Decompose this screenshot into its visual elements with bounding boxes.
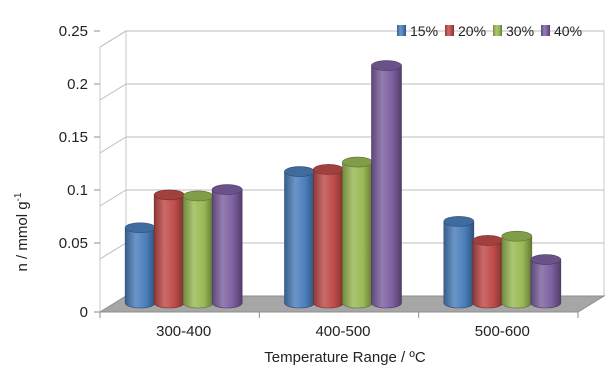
x-tick-label: 400-500 (315, 323, 370, 340)
bar-body (443, 221, 475, 309)
gridline (99, 136, 604, 154)
bar-20%-400-500 (313, 164, 344, 309)
bar-40%-300-400 (211, 184, 243, 309)
gridline (99, 189, 604, 207)
bar-15%-300-400 (124, 222, 156, 309)
bar-body (284, 171, 315, 309)
bar-20%-500-600 (472, 235, 504, 309)
bar-top (472, 235, 504, 246)
bar-top (124, 222, 156, 234)
y-tick-label: 0.1 (67, 182, 88, 199)
bar-40%-400-500 (371, 60, 402, 309)
x-axis-title: Temperature Range / ºC (264, 349, 426, 366)
bar-body (530, 259, 562, 309)
bar-body (371, 65, 402, 309)
bar-15%-400-500 (284, 166, 315, 309)
bar-30%-300-400 (182, 190, 214, 309)
y-tick-label: 0.25 (59, 23, 88, 40)
bar-top (501, 230, 533, 242)
bar-top (443, 216, 475, 227)
gridline (99, 83, 604, 101)
bar-body (211, 189, 243, 309)
bars (124, 60, 562, 309)
bar-top (153, 189, 185, 201)
bar-20%-300-400 (153, 189, 185, 309)
y-tick-label: 0.05 (59, 235, 88, 252)
y-tick-label: 0 (80, 304, 88, 321)
legend-label: 40% (554, 23, 582, 39)
legend-item: 20% (445, 23, 486, 39)
x-axis: 300-400 400-500 500-600 (99, 312, 579, 340)
bar-top (530, 254, 562, 265)
bar-body (472, 240, 504, 309)
bar-body (313, 169, 344, 309)
bar-top (371, 60, 402, 71)
bar-body (182, 195, 214, 309)
bar-body (124, 227, 156, 309)
bar-top (342, 156, 373, 168)
bar-body (342, 161, 373, 309)
y-axis-title-superscript: -1 (13, 192, 24, 201)
legend-label: 20% (458, 23, 486, 39)
y-tick-label: 0.2 (67, 76, 88, 93)
bar-30%-400-500 (342, 156, 373, 309)
side-wall (99, 30, 127, 313)
bar-body (153, 194, 185, 309)
legend-swatch (541, 25, 550, 36)
y-axis: 0 0.05 0.1 0.15 0.2 0.25 (59, 23, 100, 321)
bar-40%-500-600 (530, 254, 562, 309)
legend-label: 30% (506, 23, 534, 39)
legend-swatch (445, 25, 454, 36)
x-tick-label: 300-400 (156, 323, 211, 340)
bar-30%-500-600 (501, 230, 533, 309)
y-axis-title: n / mmol g-1 (13, 192, 31, 271)
legend: 15% 20% 30% 40% (397, 23, 582, 39)
y-axis-title-main: n / mmol g (14, 201, 31, 271)
bar-top (211, 184, 243, 195)
bar-body (501, 235, 533, 309)
bar-top (182, 190, 214, 202)
y-tick-label: 0.15 (59, 129, 88, 146)
x-tick-label: 500-600 (475, 323, 530, 340)
gridline (99, 30, 604, 48)
legend-item: 15% (397, 23, 438, 39)
legend-item: 30% (493, 23, 534, 39)
legend-swatch (493, 25, 502, 36)
legend-item: 40% (541, 23, 582, 39)
legend-swatch (397, 25, 406, 36)
bar-15%-500-600 (443, 216, 475, 309)
bar-top (284, 166, 315, 177)
legend-label: 15% (410, 23, 438, 39)
gridlines (99, 30, 604, 260)
bar-top (313, 164, 344, 175)
